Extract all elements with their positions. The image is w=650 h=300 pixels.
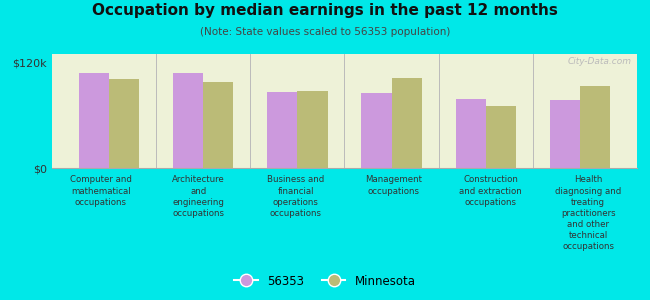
Bar [550,100,580,168]
Legend: 56353, Minnesota: 56353, Minnesota [231,271,419,291]
Text: Computer and
mathematical
occupations: Computer and mathematical occupations [70,176,132,207]
Text: Occupation by median earnings in the past 12 months: Occupation by median earnings in the pas… [92,3,558,18]
Text: (Note: State values scaled to 56353 population): (Note: State values scaled to 56353 popu… [200,27,450,37]
Legend:  [322,284,328,291]
Text: Management
occupations: Management occupations [365,176,422,196]
Bar [392,78,422,168]
Bar [109,79,139,168]
Bar [267,92,297,168]
Bar [79,73,109,168]
Bar [173,73,203,168]
Bar [297,91,328,168]
Text: City-Data.com: City-Data.com [567,57,631,66]
Text: Health
diagnosing and
treating
practitioners
and other
technical
occupations: Health diagnosing and treating practitio… [555,176,621,251]
Text: Construction
and extraction
occupations: Construction and extraction occupations [460,176,522,207]
Text: Business and
financial
operations
occupations: Business and financial operations occupa… [267,176,324,218]
Bar [361,94,392,168]
Bar [203,82,233,168]
Text: Architecture
and
engineering
occupations: Architecture and engineering occupations [172,176,225,218]
Bar [580,86,610,168]
Bar [486,106,516,168]
Bar [456,99,486,168]
